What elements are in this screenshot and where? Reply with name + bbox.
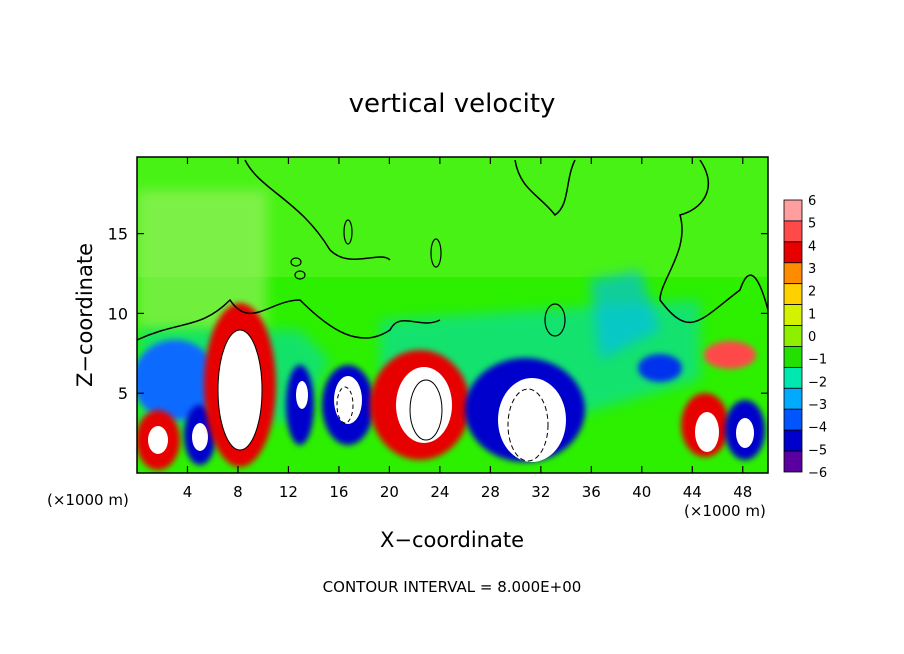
- contour-small-1: [343, 219, 353, 245]
- colorbar-label: 1: [808, 307, 816, 322]
- contour-small-2: [430, 238, 442, 268]
- contour-interval-footer: CONTOUR INTERVAL = 8.000E+00: [323, 578, 582, 596]
- x-ticks: 4 8 12 16 20 24 28 32 36 40 44 48: [183, 157, 752, 501]
- colorbar-label: 0: [808, 330, 816, 345]
- x-tick-label: 20: [380, 483, 399, 501]
- colorbar-swatch: [783, 387, 803, 410]
- colorbar-swatch: [783, 199, 803, 222]
- colorbar-swatch: [783, 325, 803, 347]
- colorbar-swatch: [783, 429, 803, 452]
- colorbar-label: −5: [808, 443, 827, 458]
- colorbar-swatch: [783, 241, 803, 264]
- blue-cell-3-core: [296, 381, 308, 409]
- blue-cell-mid-core: [498, 378, 566, 462]
- colorbar: 6 5 4 3 2 1 0 −1 −2 −3 −4 −5 −6: [783, 194, 827, 481]
- x-tick-label: 16: [329, 483, 348, 501]
- colorbar-swatch: [783, 346, 803, 368]
- colorbar-label: 4: [808, 239, 816, 254]
- colorbar-swatch: [783, 408, 803, 431]
- contour-core-mid: [409, 379, 443, 441]
- contour-zero-left: [137, 298, 441, 341]
- y-tick-label: 10: [108, 304, 128, 323]
- contour-right: [659, 159, 768, 324]
- colorbar-swatch: [783, 304, 803, 326]
- y-tick-label: 15: [108, 225, 128, 244]
- x-tick-label: 12: [279, 483, 298, 501]
- colorbar-swatch: [783, 450, 803, 473]
- contour-core-neg-2: [336, 386, 354, 424]
- colorbar-label: 3: [808, 262, 816, 277]
- x-tick-label: 48: [733, 483, 752, 501]
- x-tick-label: 44: [683, 483, 702, 501]
- blue-cell-5: [638, 354, 682, 382]
- red-cell-big-core: [218, 330, 262, 450]
- x-tick-label: 28: [481, 483, 500, 501]
- red-cell-1-core: [148, 426, 168, 454]
- red-cell-mid-core: [396, 367, 452, 443]
- colorbar-label: −2: [808, 375, 827, 390]
- chart-title: vertical velocity: [349, 89, 556, 119]
- colorbar-label: −6: [808, 466, 827, 481]
- contour-core-neg: [507, 388, 549, 462]
- x-tick-label: 4: [183, 483, 193, 501]
- x-tick-label: 24: [430, 483, 449, 501]
- colorbar-swatch: [783, 283, 803, 306]
- colorbar-label: −1: [808, 353, 827, 368]
- blue-cell-2-core: [192, 423, 208, 451]
- y-ticks: 5 10 15: [108, 225, 768, 403]
- colorbar-swatch: [783, 262, 803, 285]
- contour-upper: [244, 159, 391, 261]
- x-tick-label: 40: [632, 483, 651, 501]
- blue-cell-left: [137, 340, 217, 420]
- colorbar-label: −4: [808, 421, 827, 436]
- y-axis-label: Z−coordinate: [73, 243, 97, 387]
- contour-small-5: [544, 303, 566, 337]
- x-unit-left: (×1000 m): [47, 491, 129, 509]
- x-tick-label: 36: [582, 483, 601, 501]
- cyan-band-right: [590, 270, 660, 360]
- blue-cell-4-core: [334, 376, 362, 424]
- red-cell-right-core: [695, 412, 719, 452]
- colorbar-label: −3: [808, 398, 827, 413]
- x-tick-label: 8: [233, 483, 243, 501]
- contour-small-4: [294, 270, 306, 280]
- colorbar-label: 6: [808, 194, 816, 209]
- red-cell-right-upper: [704, 341, 756, 369]
- x-unit-right: (×1000 m): [684, 502, 766, 520]
- colorbar-label: 5: [808, 217, 816, 232]
- blue-cell-right-core: [736, 418, 754, 448]
- colorbar-label: 2: [808, 285, 816, 300]
- contour-small-3: [290, 257, 302, 267]
- x-tick-label: 32: [531, 483, 550, 501]
- colorbar-swatch: [783, 366, 803, 389]
- contour-core-big: [217, 329, 263, 451]
- y-tick-label: 5: [118, 384, 128, 403]
- plot-frame: [136, 156, 769, 474]
- colorbar-swatch: [783, 220, 803, 243]
- contour-upper-right: [514, 159, 576, 217]
- plot-area: [137, 157, 768, 473]
- x-axis-label: X−coordinate: [380, 528, 524, 552]
